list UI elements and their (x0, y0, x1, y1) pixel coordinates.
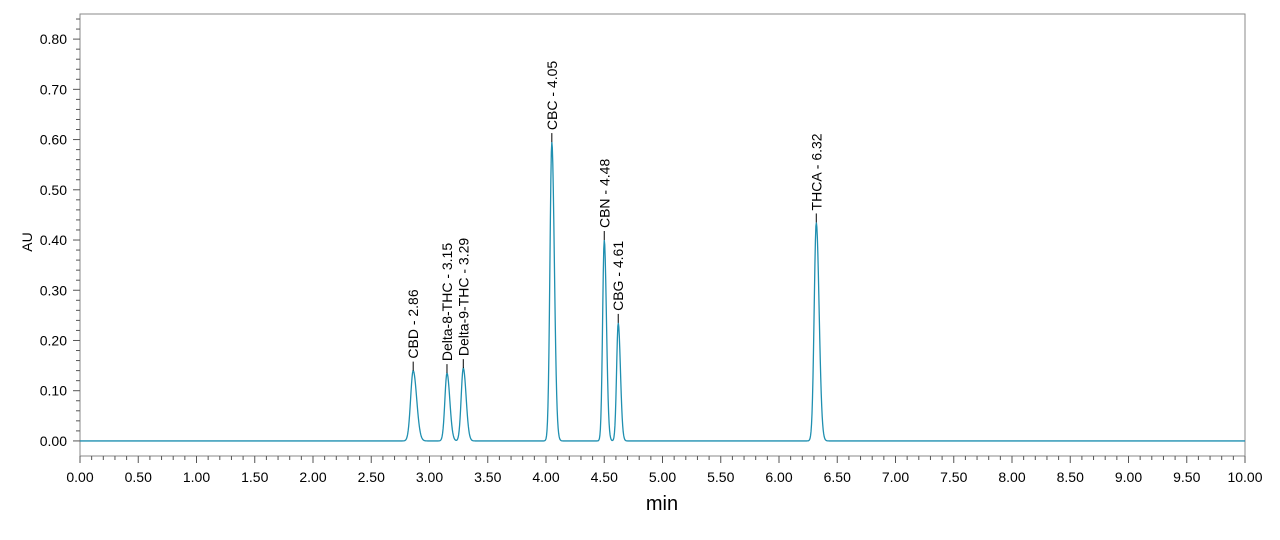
x-tick-label: 3.00 (416, 469, 443, 485)
y-tick-label: 0.10 (40, 383, 67, 399)
y-axis-title: AU (19, 232, 35, 251)
y-tick-label: 0.30 (40, 282, 67, 298)
x-tick-label: 8.50 (1057, 469, 1084, 485)
x-tick-label: 6.00 (765, 469, 792, 485)
x-tick-label: 7.50 (940, 469, 967, 485)
y-tick-label: 0.60 (40, 132, 67, 148)
peak-label: CBN - 4.48 (596, 159, 612, 228)
y-tick-label: 0.70 (40, 81, 67, 97)
x-tick-label: 0.00 (66, 469, 93, 485)
x-tick-label: 4.50 (591, 469, 618, 485)
x-tick-label: 0.50 (125, 469, 152, 485)
y-tick-label: 0.20 (40, 332, 67, 348)
x-tick-label: 1.00 (183, 469, 210, 485)
plot-frame (79, 13, 1246, 457)
peak-label: CBD - 2.86 (405, 289, 421, 358)
x-tick-label: 9.50 (1173, 469, 1200, 485)
peak-label: CBC - 4.05 (544, 61, 560, 130)
chromatogram-trace (80, 142, 1245, 442)
peak-label: CBG - 4.61 (610, 241, 626, 311)
peak-label: Delta-9-THC - 3.29 (455, 238, 471, 356)
x-axis-title: min (646, 493, 678, 515)
y-tick-label: 0.80 (40, 31, 67, 47)
y-tick-label: 0.50 (40, 182, 67, 198)
axes-layer: 0.00 0.50 1.00 1.50 2.00 2.50 3.00 3.50 4.00 4.50… (40, 13, 1263, 485)
x-tick-label: 4.00 (532, 469, 559, 485)
peak-label: THCA - 6.32 (808, 133, 824, 210)
x-tick-label: 7.00 (882, 469, 909, 485)
x-tick-label: 1.50 (241, 469, 268, 485)
x-tick-label: 10.00 (1227, 469, 1262, 485)
y-tick-label: 0.40 (40, 232, 67, 248)
x-tick-label: 2.00 (299, 469, 326, 485)
x-tick-label: 6.50 (824, 469, 851, 485)
x-tick-label: 5.00 (649, 469, 676, 485)
x-tick-label: 5.50 (707, 469, 734, 485)
peak-label-layer: CBD - 2.86 Delta-8-THC - 3.15 Delta-9-THC … (405, 61, 824, 374)
x-tick-label: 2.50 (358, 469, 385, 485)
peak-label: Delta-8-THC - 3.15 (439, 243, 455, 361)
x-tick-label: 9.00 (1115, 469, 1142, 485)
x-tick-label: 3.50 (474, 469, 501, 485)
y-tick-label: 0.00 (40, 433, 67, 449)
x-tick-label: 8.00 (998, 469, 1025, 485)
series-layer (80, 142, 1245, 442)
